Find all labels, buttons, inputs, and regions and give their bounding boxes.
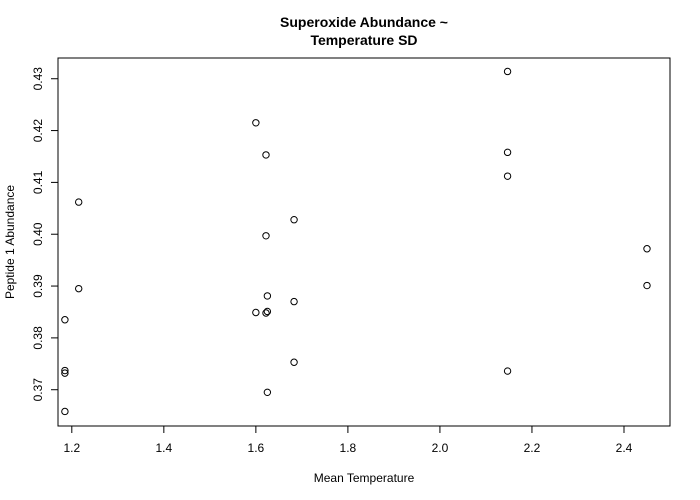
y-axis: 0.37 0.38 0.39 0.40 0.41 0.42 0.43 bbox=[31, 67, 59, 402]
scatter-point bbox=[643, 281, 651, 290]
y-tick-label: 0.42 bbox=[31, 119, 45, 143]
chart-title: Superoxide Abundance ~ Temperature SD bbox=[280, 14, 448, 48]
data-points bbox=[61, 67, 651, 416]
x-tick-label: 1.4 bbox=[155, 441, 172, 455]
scatter-point bbox=[290, 358, 298, 366]
plot-frame bbox=[57, 57, 671, 427]
scatter-point bbox=[61, 316, 69, 324]
scatter-point bbox=[75, 198, 83, 206]
scatter-point bbox=[263, 307, 272, 316]
x-axis: 1.2 1.4 1.6 1.8 2.0 2.2 2.4 bbox=[63, 425, 633, 455]
scatter-point bbox=[290, 216, 298, 224]
scatter-point bbox=[643, 245, 651, 253]
scatter-point bbox=[252, 308, 260, 317]
x-tick-label: 2.0 bbox=[432, 441, 449, 455]
x-tick-label: 1.8 bbox=[340, 441, 357, 455]
scatter-point bbox=[290, 297, 298, 306]
scatter-point bbox=[263, 292, 272, 300]
scatter-point bbox=[263, 388, 272, 397]
y-tick-label: 0.40 bbox=[31, 222, 45, 246]
scatter-point bbox=[262, 151, 270, 159]
y-tick-label: 0.37 bbox=[31, 378, 45, 402]
x-tick-label: 2.2 bbox=[524, 441, 541, 455]
scatter-point bbox=[503, 367, 512, 375]
scatter-point bbox=[503, 172, 512, 180]
y-tick-label: 0.41 bbox=[31, 170, 45, 194]
scatter-point bbox=[75, 284, 83, 293]
chart-title-line-2: Temperature SD bbox=[310, 32, 417, 48]
y-tick-label: 0.43 bbox=[31, 67, 45, 91]
y-tick-label: 0.38 bbox=[31, 326, 45, 350]
x-tick-label: 1.2 bbox=[63, 441, 80, 455]
chart-title-line-1: Superoxide Abundance ~ bbox=[280, 14, 448, 30]
scatter-point bbox=[262, 232, 270, 240]
y-tick-label: 0.39 bbox=[31, 274, 45, 298]
x-tick-label: 1.6 bbox=[248, 441, 265, 455]
y-axis-label: Peptide 1 Abundance bbox=[3, 185, 17, 299]
scatter-point bbox=[503, 67, 512, 76]
scatter-point bbox=[503, 148, 512, 157]
scatter-point bbox=[252, 119, 260, 127]
x-tick-label: 2.4 bbox=[616, 441, 633, 455]
scatter-point bbox=[61, 366, 69, 375]
scatter-point bbox=[262, 309, 270, 317]
scatter-point bbox=[61, 407, 69, 416]
scatter-point bbox=[61, 369, 69, 377]
x-axis-label: Mean Temperature bbox=[314, 471, 415, 485]
